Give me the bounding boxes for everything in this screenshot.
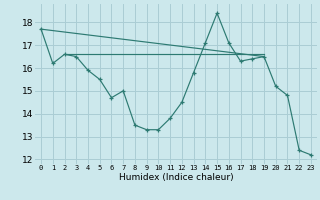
- X-axis label: Humidex (Indice chaleur): Humidex (Indice chaleur): [119, 173, 233, 182]
